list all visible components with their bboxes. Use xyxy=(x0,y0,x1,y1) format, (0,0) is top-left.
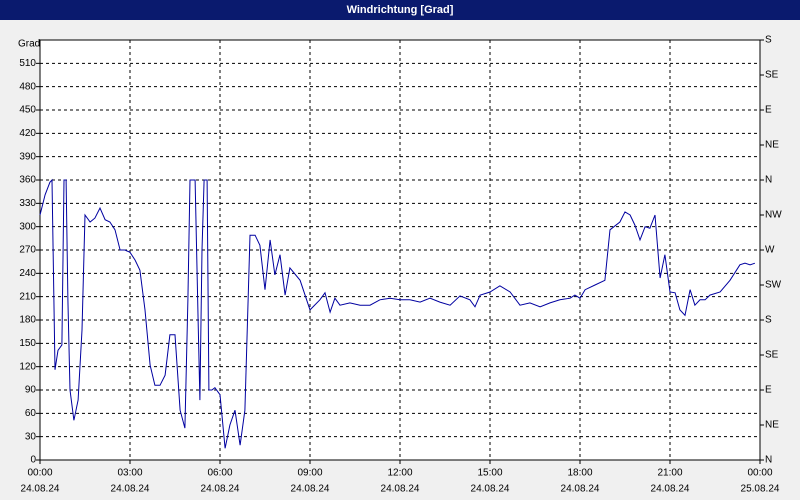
y2-tick-label: E xyxy=(765,105,772,116)
x-tick-label: 03:00 xyxy=(117,468,142,479)
y-tick-label: 30 xyxy=(25,431,37,442)
x-tick-date: 24.08.24 xyxy=(291,484,330,495)
y-tick-label: 120 xyxy=(19,361,36,372)
y-tick-label: 390 xyxy=(19,151,36,162)
x-tick-label: 15:00 xyxy=(477,468,502,479)
y-tick-label: 330 xyxy=(19,198,36,209)
x-tick-label: 09:00 xyxy=(297,468,322,479)
y-tick-label: 240 xyxy=(19,268,36,279)
y-tick-label: 360 xyxy=(19,175,36,186)
chart-title: Windrichtung [Grad] xyxy=(347,4,454,16)
y2-tick-label: NE xyxy=(765,140,779,151)
x-tick-label: 18:00 xyxy=(567,468,592,479)
data-line xyxy=(39,178,756,449)
y-tick-label: 480 xyxy=(19,81,36,92)
y2-tick-label: NW xyxy=(765,210,782,221)
x-tick-label: 21:00 xyxy=(657,468,682,479)
y2-tick-label: SE xyxy=(765,70,779,81)
y2-tick-label: SW xyxy=(765,280,782,291)
y-axis-label: Grad xyxy=(18,39,40,50)
y-tick-label: 510 xyxy=(19,58,36,69)
y2-tick-label: N xyxy=(765,175,772,186)
y-tick-label: 150 xyxy=(19,338,36,349)
y2-tick-label: E xyxy=(765,385,772,396)
x-tick-label: 00:00 xyxy=(27,468,52,479)
y-tick-label: 60 xyxy=(25,408,37,419)
x-tick-date: 24.08.24 xyxy=(651,484,690,495)
y-tick-label: 300 xyxy=(19,221,36,232)
y-tick-label: 0 xyxy=(30,455,36,466)
y2-tick-label: S xyxy=(765,35,772,46)
x-tick-date: 24.08.24 xyxy=(561,484,600,495)
title-bar xyxy=(0,0,800,20)
y-tick-label: 210 xyxy=(19,291,36,302)
y-tick-label: 180 xyxy=(19,315,36,326)
x-tick-date: 24.08.24 xyxy=(111,484,150,495)
y2-tick-label: N xyxy=(765,455,772,466)
x-tick-label: 06:00 xyxy=(207,468,232,479)
y2-tick-label: W xyxy=(765,245,775,256)
y-tick-label: 90 xyxy=(25,385,37,396)
x-tick-label: 12:00 xyxy=(387,468,412,479)
y-tick-label: 450 xyxy=(19,105,36,116)
x-tick-date: 24.08.24 xyxy=(201,484,240,495)
x-tick-date: 24.08.24 xyxy=(381,484,420,495)
x-tick-label: 00:00 xyxy=(747,468,772,479)
y2-tick-label: NE xyxy=(765,420,779,431)
y2-tick-label: S xyxy=(765,315,772,326)
x-tick-date: 25.08.24 xyxy=(741,484,780,495)
y-tick-label: 420 xyxy=(19,128,36,139)
y2-tick-label: SE xyxy=(765,350,779,361)
y-tick-label: 270 xyxy=(19,245,36,256)
x-tick-date: 24.08.24 xyxy=(21,484,60,495)
x-tick-date: 24.08.24 xyxy=(471,484,510,495)
